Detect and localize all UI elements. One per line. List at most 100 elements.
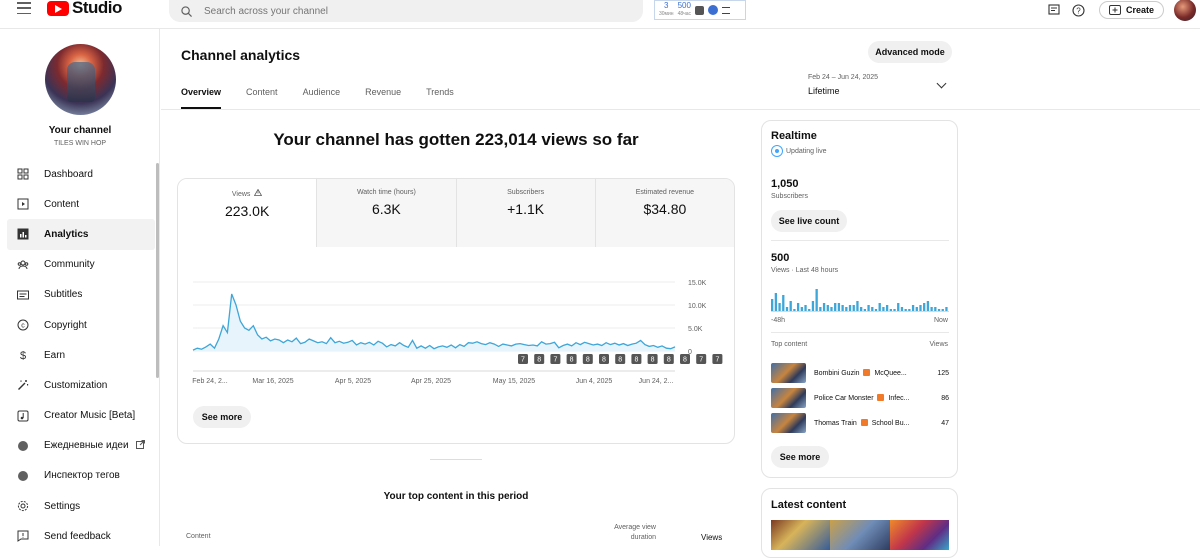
views-line[interactable]: [192, 293, 676, 351]
date-period[interactable]: Lifetime: [808, 86, 840, 96]
date-range[interactable]: Feb 24 – Jun 24, 2025: [808, 74, 879, 81]
realtime-bar[interactable]: [808, 309, 811, 311]
sidebar-item-creator-music-beta[interactable]: Creator Music [Beta]: [7, 401, 155, 431]
extension-widget[interactable]: 3 30мин 500 48час: [654, 0, 746, 20]
realtime-bar[interactable]: [830, 307, 833, 311]
sidebar-item-инспектор-тегов[interactable]: Инспектор тегов: [7, 461, 155, 491]
realtime-bar[interactable]: [822, 303, 826, 311]
ext-menu-icon[interactable]: [722, 6, 731, 14]
realtime-bar[interactable]: [934, 307, 937, 311]
video-publish-marker[interactable]: 8: [566, 354, 577, 364]
realtime-bar[interactable]: [848, 305, 852, 311]
realtime-bar[interactable]: [911, 305, 915, 311]
realtime-bar[interactable]: [941, 309, 944, 311]
video-thumbnail[interactable]: [771, 363, 806, 383]
realtime-bar[interactable]: [819, 307, 822, 311]
realtime-bar[interactable]: [904, 309, 907, 311]
video-publish-marker[interactable]: 8: [582, 354, 593, 364]
sidebar-item-customization[interactable]: Customization: [7, 370, 155, 400]
realtime-bar[interactable]: [796, 303, 800, 311]
realtime-bar[interactable]: [834, 303, 837, 311]
realtime-bar[interactable]: [915, 307, 918, 311]
realtime-bar[interactable]: [782, 295, 785, 311]
video-publish-marker[interactable]: 8: [631, 354, 642, 364]
latest-thumb[interactable]: [771, 520, 831, 550]
sidebar-item-send-feedback[interactable]: Send feedback: [7, 521, 155, 551]
realtime-bar[interactable]: [893, 309, 896, 311]
sidebar-item-earn[interactable]: $ Earn: [7, 340, 155, 370]
tab-audience[interactable]: Audience: [302, 87, 341, 97]
realtime-bar[interactable]: [800, 307, 803, 311]
realtime-bar[interactable]: [837, 303, 841, 311]
chevron-down-icon[interactable]: [936, 78, 947, 89]
account-avatar[interactable]: [1174, 0, 1196, 21]
sidebar-item-dashboard[interactable]: Dashboard: [7, 159, 155, 189]
video-publish-marker[interactable]: 8: [680, 354, 690, 364]
video-publish-marker[interactable]: 7: [712, 354, 723, 364]
realtime-bar[interactable]: [845, 307, 848, 311]
see-more-button[interactable]: See more: [193, 406, 251, 428]
latest-thumb[interactable]: [889, 520, 949, 550]
realtime-bar[interactable]: [923, 303, 926, 311]
video-publish-marker[interactable]: 8: [534, 354, 545, 364]
sidebar-item-settings[interactable]: Settings: [7, 491, 155, 521]
sidebar-item-subtitles[interactable]: Subtitles: [7, 280, 155, 310]
sidebar-item-analytics[interactable]: Analytics: [7, 219, 155, 250]
see-live-count-button[interactable]: See live count: [771, 210, 847, 232]
video-thumbnail[interactable]: [771, 413, 806, 433]
sidebar-item-community[interactable]: Community: [7, 250, 155, 280]
video-publish-marker[interactable]: 8: [615, 354, 626, 364]
tab-trends[interactable]: Trends: [426, 87, 454, 97]
advanced-mode-button[interactable]: Advanced mode: [868, 41, 952, 63]
tab-overview[interactable]: Overview: [181, 87, 222, 109]
ext-square-icon[interactable]: [695, 5, 705, 15]
metric-tab-subscribers[interactable]: Subscribers +1.1K: [455, 179, 595, 247]
sidebar-scrollbar[interactable]: [156, 163, 159, 378]
video-title[interactable]: Police Car Monster Infec...: [814, 394, 924, 402]
video-publish-marker[interactable]: 7: [518, 354, 528, 364]
search-bar[interactable]: [169, 0, 643, 22]
metric-tab-watch-time-hours[interactable]: Watch time (hours) 6.3K: [316, 179, 456, 247]
metric-tab-estimated-revenue[interactable]: Estimated revenue $34.80: [594, 179, 734, 247]
video-title[interactable]: Bombini Guzin McQuee...: [814, 369, 924, 377]
top-content-row[interactable]: Bombini Guzin McQuee... 125: [771, 363, 949, 383]
menu-icon[interactable]: [17, 2, 31, 14]
realtime-bar[interactable]: [841, 305, 844, 311]
realtime-bar[interactable]: [785, 307, 789, 311]
video-publish-marker[interactable]: 7: [696, 354, 707, 364]
realtime-bar[interactable]: [863, 309, 867, 311]
realtime-bar[interactable]: [778, 303, 781, 311]
rt-see-more-button[interactable]: See more: [771, 446, 829, 468]
video-publish-marker[interactable]: 8: [599, 354, 609, 364]
realtime-bar[interactable]: [793, 309, 796, 311]
video-publish-marker[interactable]: 8: [663, 354, 674, 364]
realtime-bar[interactable]: [771, 299, 774, 311]
channel-avatar[interactable]: [45, 44, 116, 115]
video-publish-marker[interactable]: 8: [647, 354, 658, 364]
realtime-bar[interactable]: [815, 289, 818, 311]
video-thumbnail[interactable]: [771, 388, 806, 408]
realtime-bar[interactable]: [804, 305, 807, 311]
realtime-bar[interactable]: [908, 309, 911, 311]
realtime-bar[interactable]: [860, 307, 863, 311]
tab-content[interactable]: Content: [246, 87, 278, 97]
metric-tab-views[interactable]: Views 223.0K: [178, 179, 317, 247]
realtime-bar[interactable]: [885, 305, 889, 311]
realtime-bar[interactable]: [937, 309, 941, 311]
create-button[interactable]: Create: [1098, 1, 1164, 19]
video-title[interactable]: Thomas Train School Bu...: [814, 419, 924, 427]
sidebar-item-ежедневные-идеи[interactable]: Ежедневные идеи: [7, 431, 155, 461]
realtime-bar[interactable]: [897, 303, 900, 311]
tab-revenue[interactable]: Revenue: [365, 87, 402, 97]
col-header-avg-duration[interactable]: Average view duration: [614, 524, 656, 541]
sidebar-item-content[interactable]: Content: [7, 189, 155, 219]
realtime-bar[interactable]: [789, 301, 792, 311]
help-icon[interactable]: ?: [1071, 2, 1087, 18]
top-content-row[interactable]: Police Car Monster Infec... 86: [771, 388, 949, 408]
realtime-bar[interactable]: [878, 303, 881, 311]
realtime-bar[interactable]: [889, 309, 892, 311]
realtime-bar[interactable]: [852, 305, 855, 311]
latest-thumbnails[interactable]: [771, 520, 949, 550]
ext-circle-icon[interactable]: [708, 5, 719, 15]
realtime-bar[interactable]: [882, 307, 885, 311]
